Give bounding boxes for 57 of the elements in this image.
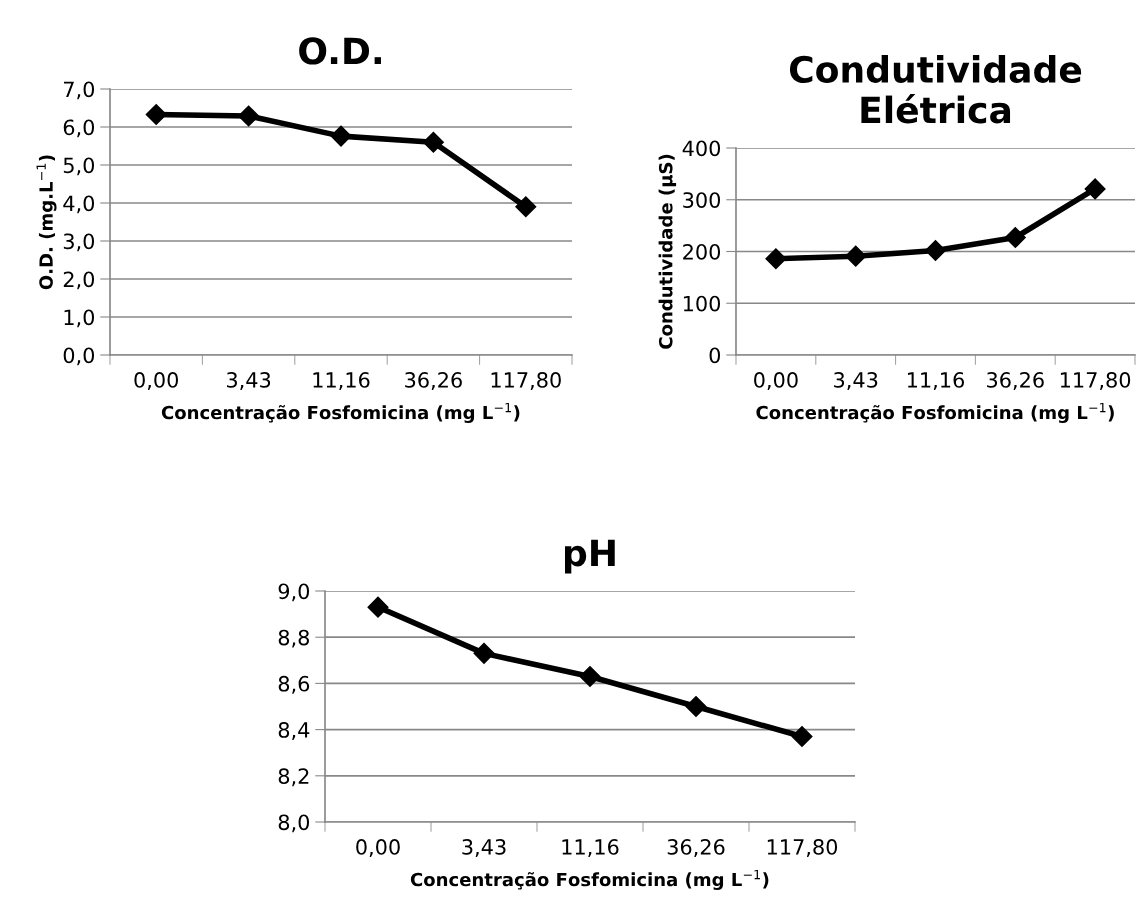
- point: [845, 245, 867, 267]
- x-tick-label: 3,43: [834, 372, 878, 390]
- x-axis-title: Concentração Fosfomicina (mg L$^{−1}$): [756, 402, 1114, 423]
- point: [579, 665, 601, 687]
- point: [924, 239, 947, 261]
- y-tick-label: 8,0: [278, 814, 310, 833]
- y-tick-label: 4,0: [63, 195, 95, 214]
- x-tick-label: 36,26: [987, 372, 1044, 390]
- x-tick-label: 117,80: [491, 372, 561, 390]
- point: [1084, 178, 1106, 200]
- x-tick-label: 0,00: [356, 839, 400, 857]
- point: [422, 131, 444, 153]
- x-tick-label: 36,26: [405, 372, 462, 390]
- point: [330, 125, 352, 147]
- y-tick-label: 8,6: [278, 675, 310, 694]
- y-tick-label: 100: [683, 295, 721, 312]
- point: [367, 596, 389, 618]
- point: [515, 196, 537, 218]
- point: [145, 103, 167, 125]
- y-tick-label: 3,0: [63, 233, 95, 252]
- x-tick-label: 3,43: [462, 839, 506, 857]
- x-tick-label: 3,43: [227, 372, 271, 390]
- y-tick-label: 0,0: [63, 347, 95, 366]
- y-axis-title: O.D. (mg.L$^{−1}$): [36, 155, 57, 290]
- y-tick-label: 2,0: [63, 271, 95, 290]
- x-tick-label: 117,80: [767, 839, 838, 857]
- x-tick-label: 11,16: [907, 372, 965, 390]
- point: [1004, 227, 1026, 249]
- y-tick-label: 300: [683, 192, 721, 208]
- y-tick-label: 8,8: [278, 629, 309, 648]
- chart-title: Condutividade Elétrica: [789, 55, 1082, 124]
- point: [473, 642, 495, 664]
- y-tick-label: 9,0: [278, 583, 310, 602]
- y-tick-label: 7,0: [63, 81, 95, 100]
- point: [685, 695, 707, 718]
- y-tick-label: 8,4: [278, 722, 310, 740]
- y-tick-label: 6,0: [63, 119, 95, 138]
- x-tick-label: 0,00: [134, 372, 179, 390]
- x-tick-label: 11,16: [313, 372, 370, 390]
- y-tick-label: 8,2: [278, 768, 309, 787]
- point: [238, 105, 260, 127]
- chart-title: pH: [565, 539, 615, 574]
- chart-title: O.D.: [299, 37, 381, 65]
- point: [791, 726, 813, 748]
- x-tick-label: 11,16: [562, 839, 619, 857]
- y-tick-label: 1,0: [64, 309, 95, 328]
- y-tick-label: 0: [709, 347, 721, 364]
- y-tick-label: 5,0: [63, 157, 95, 176]
- x-axis-title: Concentração Fosfomicina (mg L$^{−1}$): [161, 402, 520, 423]
- point: [765, 248, 787, 270]
- x-tick-label: 117,80: [1060, 372, 1131, 390]
- y-tick-label: 400: [682, 140, 721, 157]
- x-tick-label: 0,00: [754, 372, 798, 390]
- y-tick-label: 200: [683, 243, 721, 260]
- x-axis-title: Concentração Fosfomicina (mg L$^{−1}$): [410, 869, 769, 890]
- x-tick-label: 36,26: [667, 839, 725, 857]
- y-axis-title: Condutividade (µS): [658, 154, 677, 349]
